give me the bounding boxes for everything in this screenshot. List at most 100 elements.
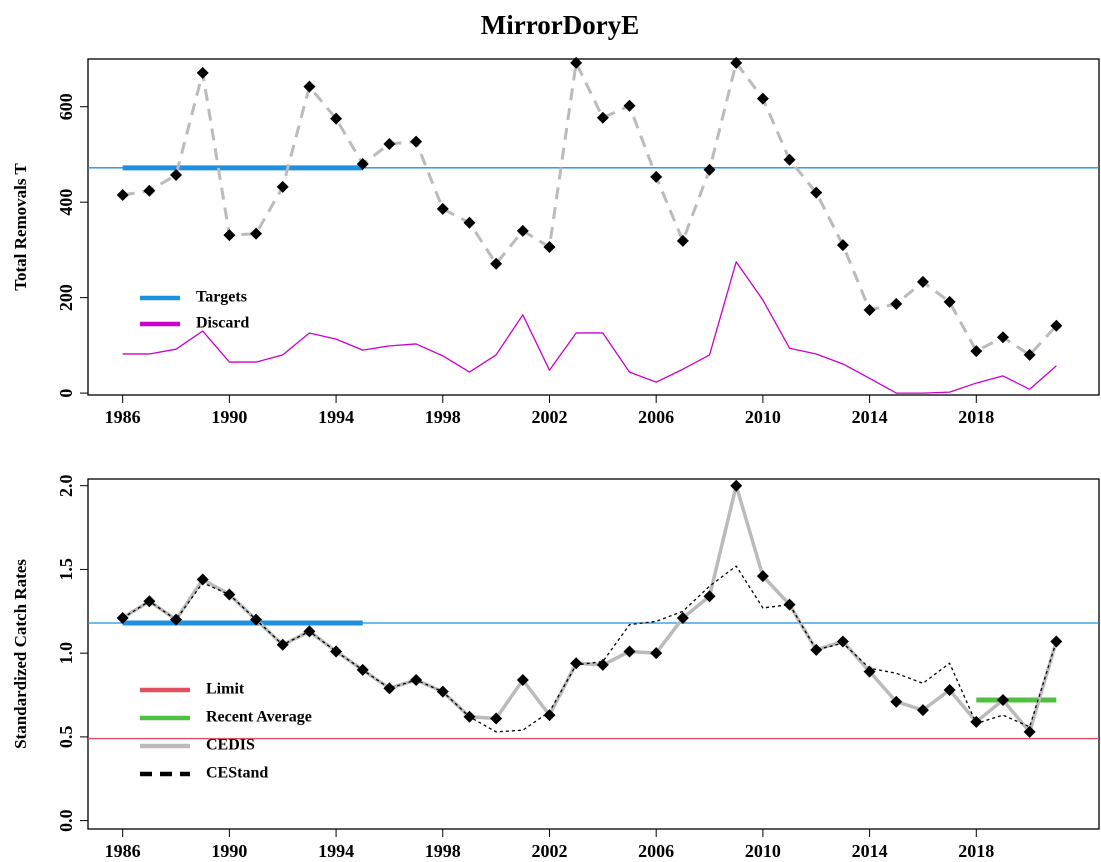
series-line xyxy=(121,483,1058,734)
data-point xyxy=(196,573,209,586)
x-tick-label: 1994 xyxy=(318,407,354,427)
data-point xyxy=(676,234,689,247)
data-point xyxy=(943,295,956,308)
legend-label: Limit xyxy=(206,681,245,698)
data-point xyxy=(383,682,396,695)
data-point xyxy=(916,704,929,717)
data-point xyxy=(570,56,583,69)
y-axis-title: Total Removals T xyxy=(11,163,30,291)
plot-frame xyxy=(87,478,1100,830)
x-tick-label: 2006 xyxy=(638,407,674,427)
series-line xyxy=(122,565,1057,733)
x-tick-label: 2014 xyxy=(852,841,888,861)
x-tick-label: 2018 xyxy=(958,407,994,427)
plot-frame xyxy=(87,58,1100,396)
data-point xyxy=(463,216,476,229)
data-point xyxy=(1050,319,1063,332)
data-point xyxy=(996,694,1009,707)
data-point xyxy=(783,598,796,611)
data-point xyxy=(116,189,129,202)
data-point xyxy=(650,647,663,660)
x-tick-label: 1986 xyxy=(105,407,141,427)
data-point xyxy=(223,229,236,242)
series-line xyxy=(122,61,1058,357)
legend-label: Targets xyxy=(196,289,247,306)
x-tick-label: 2018 xyxy=(958,841,994,861)
data-point xyxy=(756,92,769,105)
data-point xyxy=(890,297,903,310)
data-point xyxy=(703,163,716,176)
y-axis-title: Standardized Catch Rates xyxy=(11,559,30,749)
data-point xyxy=(276,180,289,193)
y-tick-label: 0.5 xyxy=(56,726,76,749)
legend-label: CEStand xyxy=(206,765,268,782)
data-point xyxy=(436,202,449,215)
data-point xyxy=(596,111,609,124)
y-tick-label: 400 xyxy=(56,189,76,216)
y-tick-label: 0.0 xyxy=(56,809,76,832)
x-tick-label: 2014 xyxy=(852,407,888,427)
y-tick-label: 2.0 xyxy=(56,474,76,497)
x-tick-label: 1998 xyxy=(425,407,461,427)
series-line xyxy=(122,261,1057,394)
data-point xyxy=(516,224,529,237)
data-point xyxy=(1050,635,1063,648)
x-tick-label: 2002 xyxy=(531,841,567,861)
data-point xyxy=(623,99,636,112)
y-tick-label: 0 xyxy=(56,389,76,398)
data-point xyxy=(730,479,743,492)
x-tick-label: 1998 xyxy=(425,841,461,861)
data-point xyxy=(543,709,556,722)
data-point xyxy=(596,658,609,671)
x-tick-label: 1990 xyxy=(211,407,247,427)
data-point xyxy=(836,635,849,648)
data-point xyxy=(623,645,636,658)
data-point xyxy=(863,665,876,678)
data-point xyxy=(676,611,689,624)
legend-label: Recent Average xyxy=(206,709,312,726)
data-point xyxy=(330,112,343,125)
data-point xyxy=(383,137,396,150)
data-point xyxy=(996,331,1009,344)
x-tick-label: 2010 xyxy=(745,841,781,861)
data-point xyxy=(303,80,316,93)
data-point xyxy=(970,715,983,728)
data-point xyxy=(250,227,263,240)
y-tick-label: 1.0 xyxy=(56,642,76,665)
data-point xyxy=(810,643,823,656)
data-point xyxy=(810,186,823,199)
data-point xyxy=(570,657,583,670)
x-tick-label: 1990 xyxy=(211,841,247,861)
data-point xyxy=(1023,348,1036,361)
data-point xyxy=(196,66,209,79)
data-point xyxy=(890,695,903,708)
data-point xyxy=(730,56,743,69)
data-point xyxy=(703,590,716,603)
x-tick-label: 1994 xyxy=(318,841,354,861)
data-point xyxy=(863,304,876,317)
data-point xyxy=(170,613,183,626)
x-tick-label: 2010 xyxy=(745,407,781,427)
data-point xyxy=(516,673,529,686)
x-tick-label: 1986 xyxy=(105,841,141,861)
data-point xyxy=(756,570,769,583)
data-point xyxy=(543,241,556,254)
data-point xyxy=(170,168,183,181)
y-tick-label: 1.5 xyxy=(56,558,76,581)
data-point xyxy=(970,345,983,358)
data-point xyxy=(916,275,929,288)
data-point xyxy=(783,153,796,166)
chart-title: MirrorDoryE xyxy=(481,10,639,40)
y-tick-label: 200 xyxy=(56,284,76,311)
x-tick-label: 2002 xyxy=(531,407,567,427)
x-tick-label: 2006 xyxy=(638,841,674,861)
data-point xyxy=(836,239,849,252)
data-point xyxy=(410,135,423,148)
y-tick-label: 600 xyxy=(56,93,76,120)
data-point xyxy=(1023,725,1036,738)
data-point xyxy=(650,170,663,183)
data-point xyxy=(490,712,503,725)
data-point xyxy=(143,184,156,197)
data-point xyxy=(490,257,503,270)
